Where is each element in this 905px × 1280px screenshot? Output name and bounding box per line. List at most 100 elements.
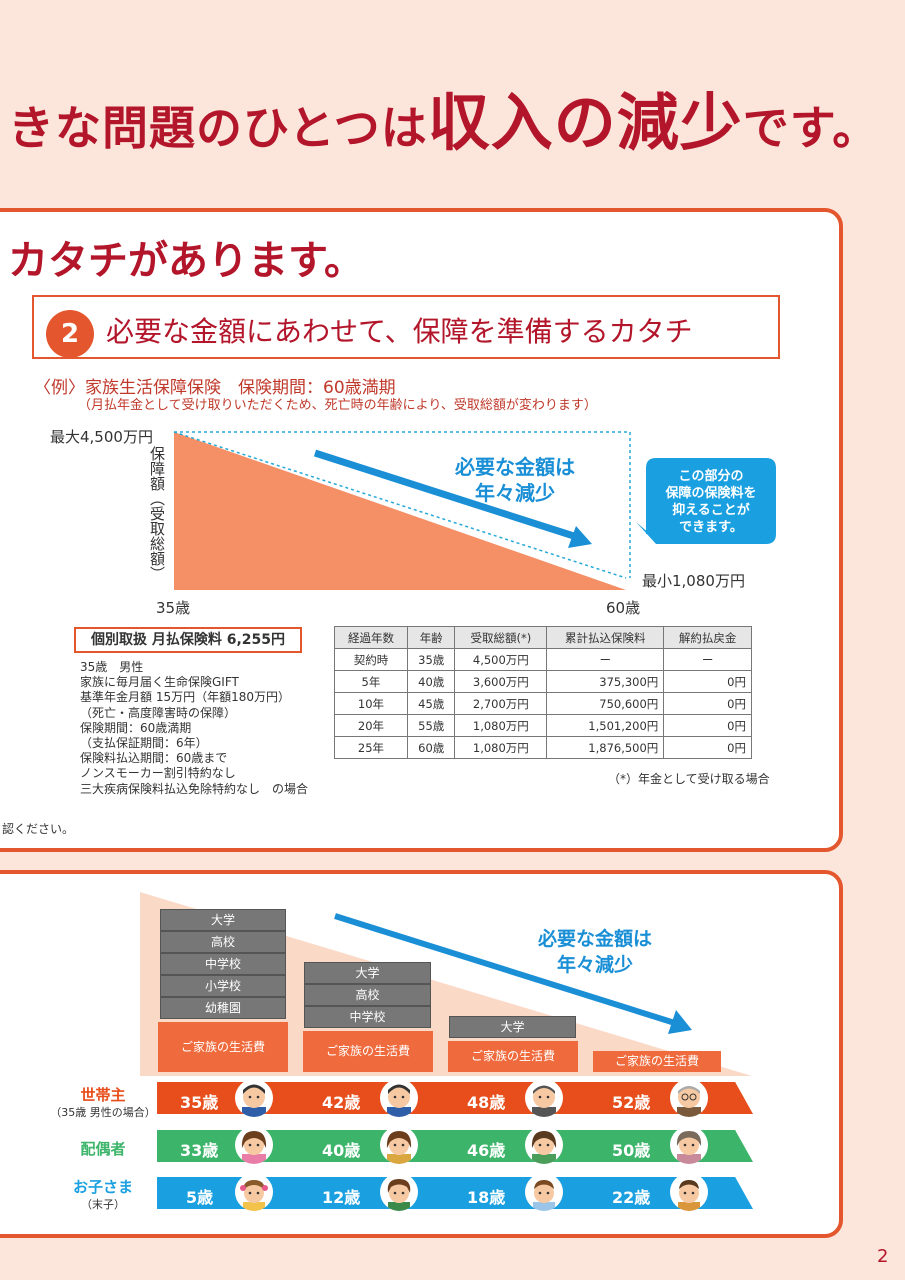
end-age-label: 60歳 bbox=[606, 599, 641, 617]
expense-university: 大学 bbox=[160, 909, 286, 931]
expense-junior-high: 中学校 bbox=[304, 1006, 431, 1028]
age-spouse: 33歳 bbox=[180, 1141, 219, 1160]
man-face-icon bbox=[235, 1079, 273, 1117]
callout-line-4: できます。 bbox=[679, 520, 743, 535]
condition-line: 保険期間：60歳満期 bbox=[80, 720, 192, 735]
decrease-arrow-shaft-2 bbox=[334, 913, 679, 1027]
decrease-text: 必要な金額は 年々減少 bbox=[440, 454, 590, 506]
table-header: 受取総額(*) bbox=[454, 626, 548, 649]
child-face-icon bbox=[525, 1173, 563, 1211]
table-cell: 契約時 bbox=[334, 648, 408, 671]
conditions-list: 35歳 男性 家族に毎月届く生命保険GIFT 基準年金月額 15万円（年額180… bbox=[80, 660, 308, 797]
table-header: 解約払戻金 bbox=[663, 626, 752, 649]
woman-face-icon bbox=[525, 1126, 563, 1164]
man-face-icon bbox=[380, 1079, 418, 1117]
needs-triangle bbox=[140, 892, 752, 1076]
child-face-icon bbox=[380, 1173, 418, 1211]
panel-title: カタチがあります。 bbox=[8, 238, 364, 284]
callout-line-2: 保障の保険料を bbox=[665, 486, 757, 501]
row-label-child: お子さま bbox=[72, 1178, 133, 1196]
table-cell: 25年 bbox=[334, 736, 408, 759]
decrease-text-2-line-1: 必要な金額は bbox=[537, 928, 652, 950]
life-stage-chart-bg bbox=[140, 892, 752, 1076]
callout-line-1: この部分の bbox=[678, 469, 744, 484]
callout-text: この部分の 保障の保険料を 抑えることが できます。 bbox=[646, 468, 776, 536]
row-sub-householder: （35歳 男性の場合） bbox=[50, 1106, 156, 1119]
expense-junior-high: 中学校 bbox=[160, 953, 286, 975]
age-householder: 42歳 bbox=[322, 1093, 361, 1112]
example-title: 〈例〉家族生活保障保険 保険期間：60歳満期 bbox=[34, 378, 396, 398]
expense-university: 大学 bbox=[449, 1016, 576, 1038]
condition-line: 三大疾病保険料払込免除特約なし の場合 bbox=[80, 781, 309, 796]
age-householder: 52歳 bbox=[612, 1093, 651, 1112]
decrease-arrow-head bbox=[568, 526, 592, 548]
man-face-icon bbox=[670, 1079, 708, 1117]
decrease-text-2-line-2: 年々減少 bbox=[556, 954, 633, 976]
table-cell: 35歳 bbox=[406, 648, 456, 671]
headline-post: です。 bbox=[742, 101, 880, 155]
headline-emphasis: 収入の減少 bbox=[427, 86, 743, 159]
age-householder: 35歳 bbox=[180, 1093, 219, 1112]
table-cell: 375,300円 bbox=[546, 670, 665, 693]
check-note: 認ください。 bbox=[2, 822, 75, 836]
reduced-area-outline bbox=[174, 431, 631, 578]
condition-line: 35歳 男性 bbox=[80, 660, 144, 674]
expense-living: ご家族の生活費 bbox=[593, 1051, 721, 1072]
expense-living: ご家族の生活費 bbox=[303, 1031, 433, 1072]
decrease-arrow-shaft bbox=[313, 449, 582, 542]
table-cell: ー bbox=[546, 648, 665, 671]
table-row: 5年 40歳 3,600万円 375,300円 0円 bbox=[334, 670, 752, 693]
age-child: 18歳 bbox=[467, 1188, 506, 1207]
table-cell: 60歳 bbox=[406, 736, 456, 759]
table-cell: ー bbox=[663, 648, 752, 671]
coverage-area bbox=[174, 432, 626, 590]
table-header: 累計払込保険料 bbox=[546, 626, 665, 649]
table-header-row: 経過年数 年齢 受取総額(*) 累計払込保険料 解約払戻金 bbox=[334, 626, 752, 649]
table-cell: 2,700万円 bbox=[454, 692, 548, 715]
decrease-arrow-head-2 bbox=[668, 1010, 692, 1034]
table-cell: 0円 bbox=[663, 736, 752, 759]
reduced-area-diagonal bbox=[173, 431, 627, 579]
expense-kindergarten: 幼稚園 bbox=[160, 997, 286, 1019]
condition-line: 保険料払込期間：60歳まで bbox=[80, 751, 228, 766]
table-row: 10年 45歳 2,700万円 750,600円 0円 bbox=[334, 692, 752, 715]
table-cell: 1,876,500円 bbox=[546, 736, 665, 759]
table-cell: 10年 bbox=[334, 692, 408, 715]
table-header: 年齢 bbox=[406, 626, 456, 649]
decrease-text-line-2: 年々減少 bbox=[475, 481, 555, 505]
man-face-icon bbox=[525, 1079, 563, 1117]
table-cell: 1,080万円 bbox=[454, 714, 548, 737]
table-cell: 1,501,200円 bbox=[546, 714, 665, 737]
table-cell: 0円 bbox=[663, 714, 752, 737]
page-number: 2 bbox=[877, 1246, 889, 1267]
row-label-householder: 世帯主 bbox=[80, 1086, 126, 1104]
table-header: 経過年数 bbox=[334, 626, 408, 649]
age-child: 5歳 bbox=[186, 1188, 214, 1207]
table-cell: 5年 bbox=[334, 670, 408, 693]
section-number: 2 bbox=[46, 310, 94, 358]
callout-bubble bbox=[636, 458, 776, 544]
woman-face-icon bbox=[235, 1126, 273, 1164]
subtitle-box bbox=[32, 295, 780, 359]
table-cell: 0円 bbox=[663, 692, 752, 715]
start-age-label: 35歳 bbox=[156, 599, 191, 617]
example-note: （月払年金として受け取りいただくため、死亡時の年齢により、受取総額が変わります） bbox=[78, 398, 597, 413]
page-headline: きな問題のひとつは収入の減少です。 bbox=[8, 72, 879, 162]
age-spouse: 46歳 bbox=[467, 1141, 506, 1160]
condition-line: （死亡・高度障害時の保障） bbox=[80, 705, 237, 720]
table-cell: 40歳 bbox=[406, 670, 456, 693]
age-child: 22歳 bbox=[612, 1188, 651, 1207]
decrease-text-2: 必要な金額は 年々減少 bbox=[520, 926, 670, 978]
expense-elementary: 小学校 bbox=[160, 975, 286, 997]
decrease-text-line-1: 必要な金額は bbox=[455, 455, 575, 479]
condition-line: （支払保証期間：6年） bbox=[80, 736, 208, 751]
expense-living: ご家族の生活費 bbox=[448, 1041, 578, 1072]
table-cell: 3,600万円 bbox=[454, 670, 548, 693]
table-cell: 750,600円 bbox=[546, 692, 665, 715]
table-cell: 4,500万円 bbox=[454, 648, 548, 671]
child-face-icon bbox=[235, 1173, 273, 1211]
child-face-icon bbox=[670, 1173, 708, 1211]
table-cell: 20年 bbox=[334, 714, 408, 737]
premium-box: 個別取扱 月払保険料 6,255円 bbox=[74, 627, 302, 653]
condition-line: ノンスモーカー割引特約なし bbox=[80, 766, 236, 781]
